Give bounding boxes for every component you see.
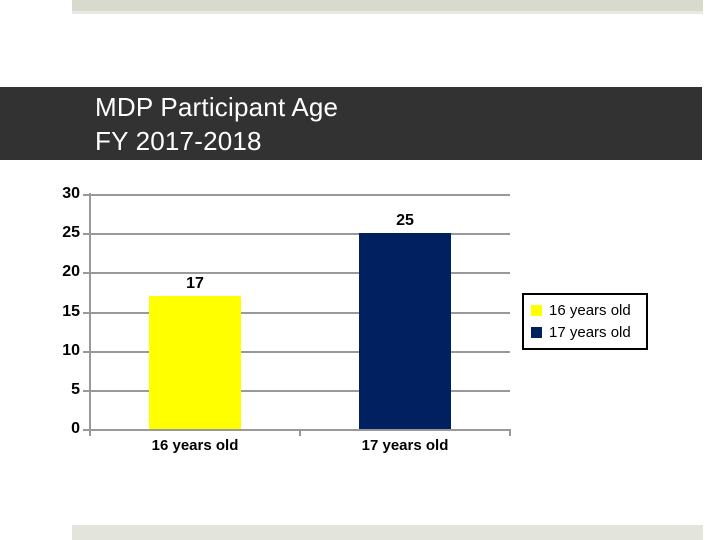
x-tick-right [509,429,511,436]
gridline-5 [90,390,510,392]
bottom-accent-strip [72,525,703,540]
legend-swatch-17-years-icon [531,327,542,338]
y-tick-15 [83,312,90,314]
legend-item-17-years: 17 years old [531,323,646,341]
legend-label-16-years: 16 years old [549,301,631,319]
y-axis-line [89,193,91,431]
x-axis-label-17-years: 17 years old [361,437,449,454]
bar-17-years [359,233,451,429]
top-accent-strip [72,0,703,14]
legend-item-16-years: 16 years old [531,301,646,319]
y-tick-25 [83,233,90,235]
bar-column-16-years: 17 [90,194,300,429]
y-axis-label-10: 10 [62,342,80,359]
legend-swatch-16-years-icon [531,305,542,316]
y-tick-0 [83,429,90,431]
y-axis-label-0: 0 [71,420,80,437]
y-axis-label-25: 25 [62,224,80,241]
gridline-30 [90,194,510,196]
y-axis-label-20: 20 [62,263,80,280]
y-axis-label-5: 5 [71,381,80,398]
y-tick-20 [83,272,90,274]
bar-16-years [149,296,241,429]
x-tick-middle [299,429,301,436]
slide-title-line-1: MDP Participant Age [95,92,339,122]
legend-label-17-years: 17 years old [549,323,631,341]
gridline-10 [90,351,510,353]
x-axis-label-16-years: 16 years old [151,437,239,454]
gridline-20 [90,272,510,274]
title-band: MDP Participant Age FY 2017-2018 [0,87,702,160]
bar-column-17-years: 25 [300,194,510,429]
slide-title-line-2: FY 2017-2018 [95,126,262,156]
y-axis-label-15: 15 [62,303,80,320]
chart-legend: 16 years old 17 years old [522,293,648,350]
y-axis-label-30: 30 [62,185,80,202]
gridline-15 [90,312,510,314]
bar-value-label-17-years: 25 [396,212,414,229]
y-tick-10 [83,351,90,353]
bar-chart: 30 25 20 15 10 5 0 17 25 16 years old 17… [62,185,511,454]
y-tick-30 [83,194,90,196]
x-tick-left [89,429,91,436]
y-tick-5 [83,390,90,392]
bar-value-label-16-years: 17 [186,275,204,292]
gridline-25 [90,233,510,235]
